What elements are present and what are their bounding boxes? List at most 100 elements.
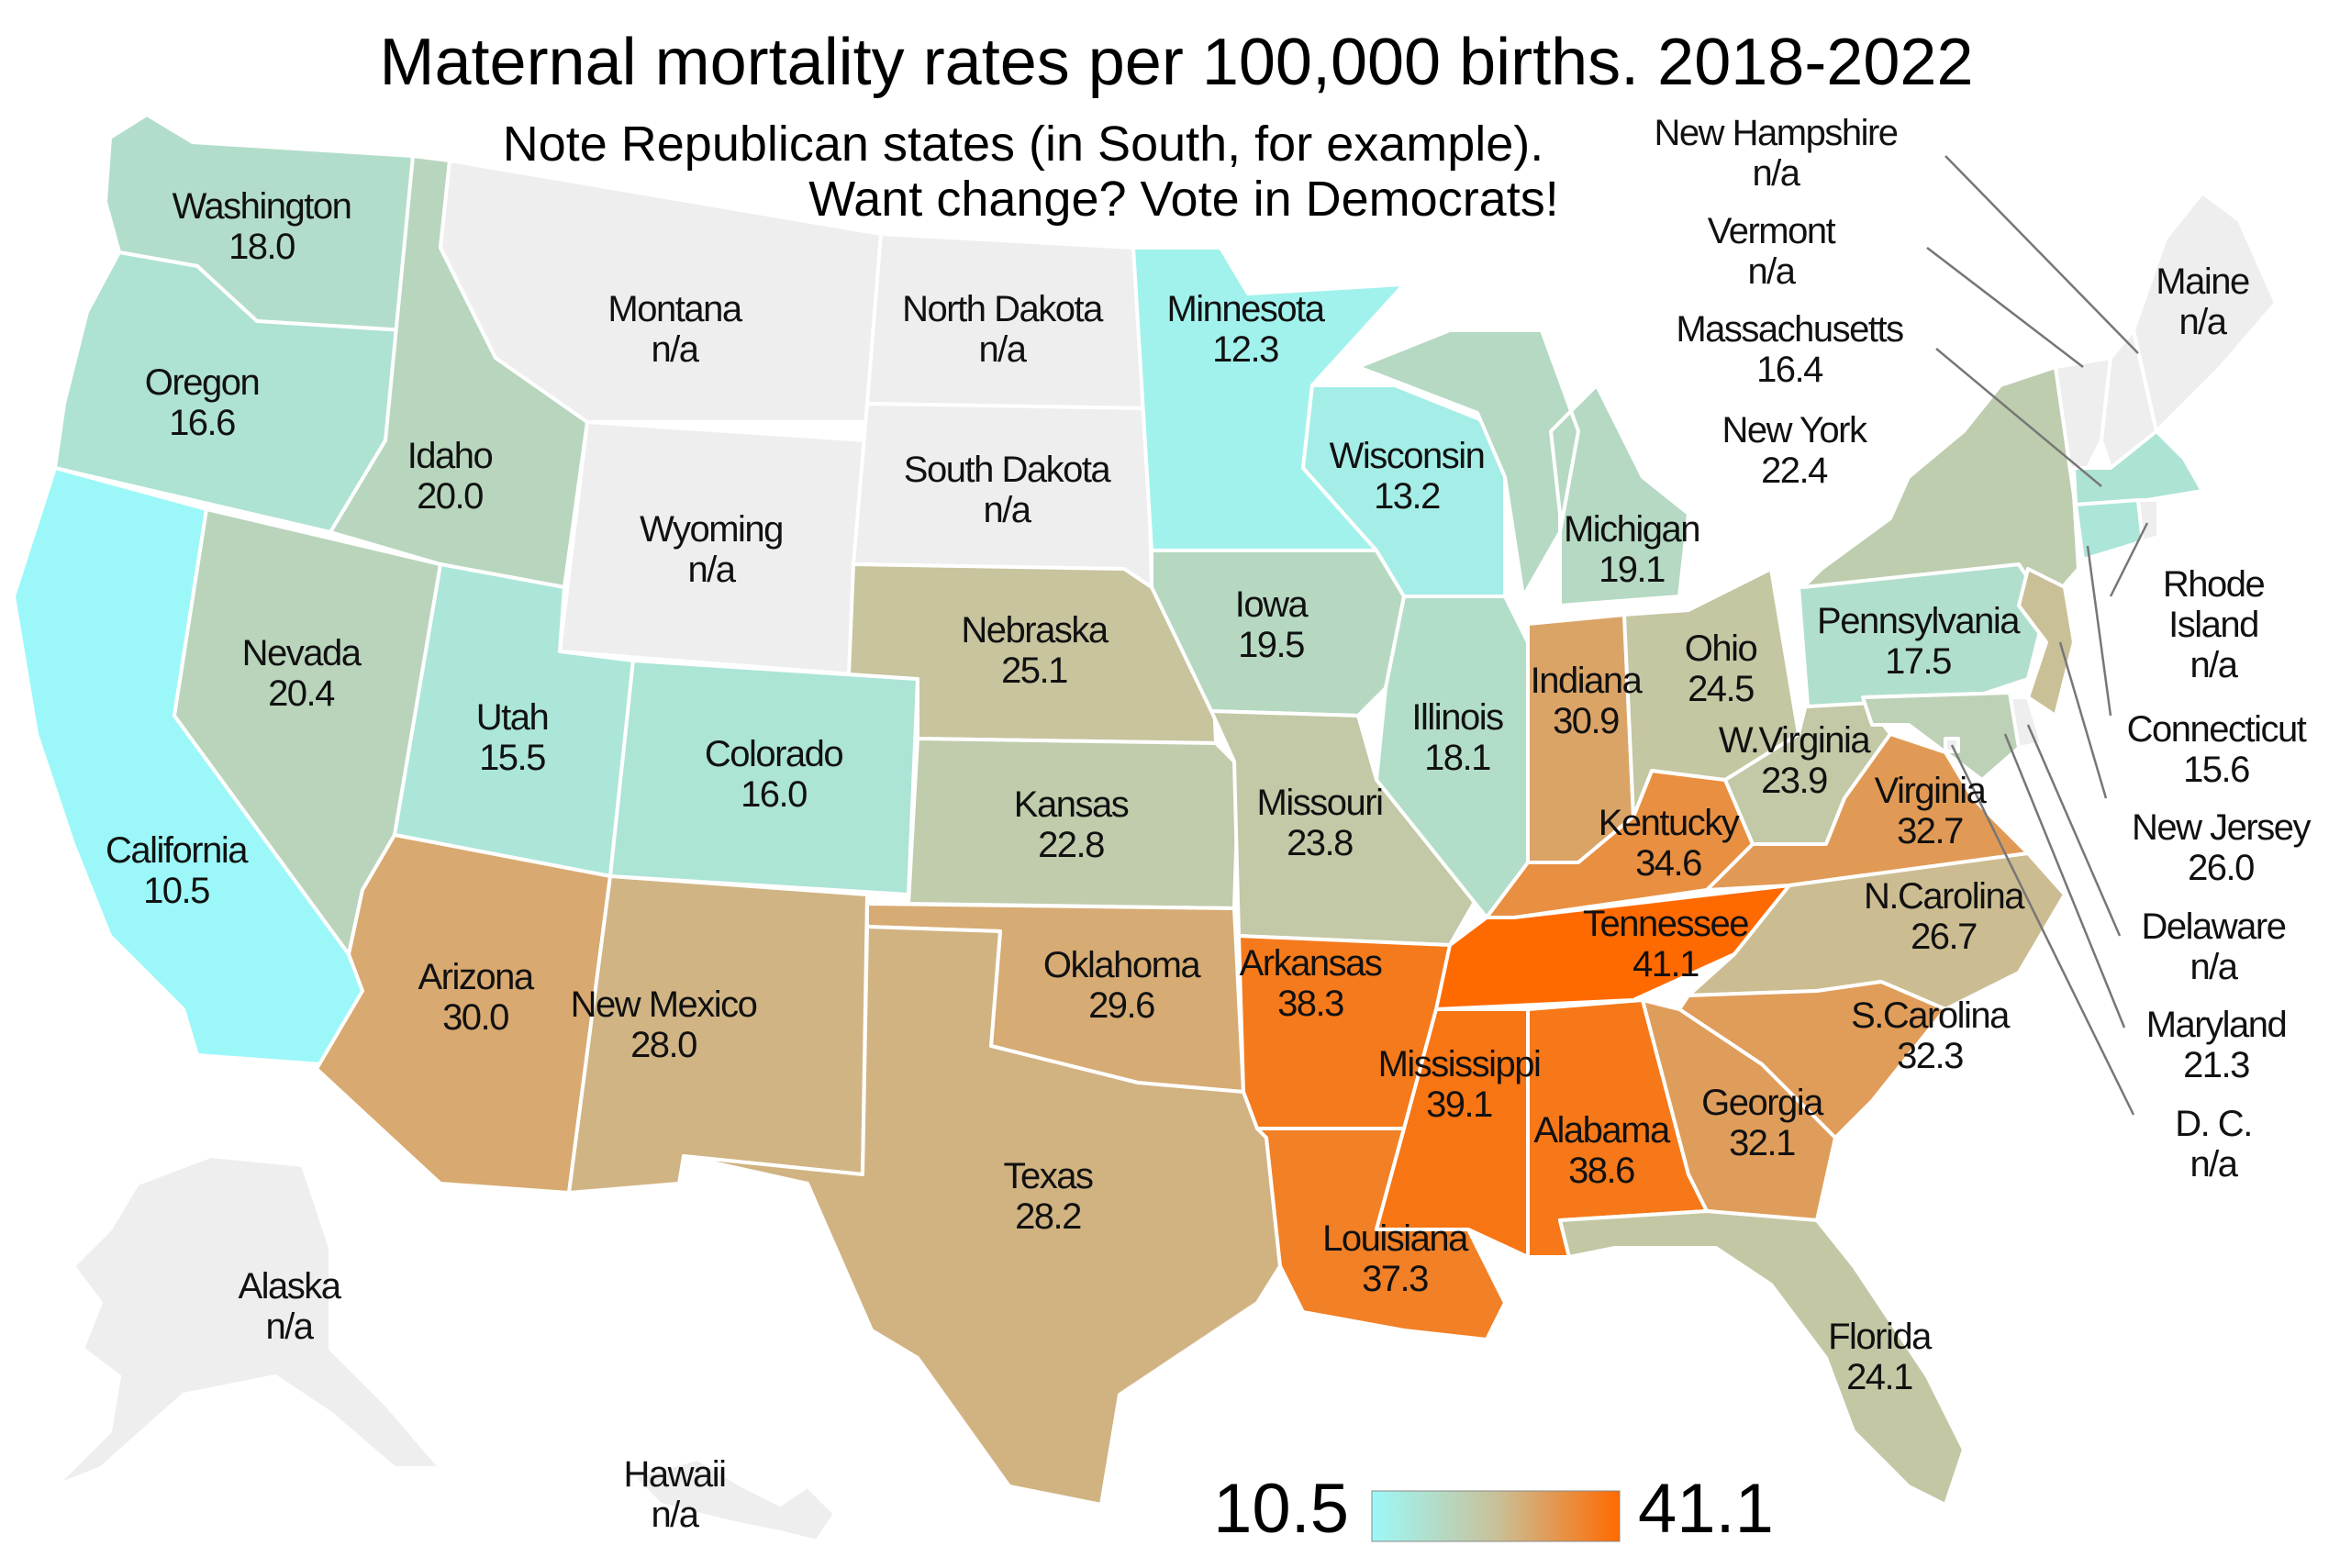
state-value: 22.4 — [1761, 450, 1828, 491]
state-label-mi: Michigan 19.1 — [1564, 509, 1699, 590]
state-value: 38.3 — [1277, 984, 1343, 1024]
state-shape-alaska[interactable] — [53, 1154, 442, 1488]
state-name: Ohio — [1685, 628, 1757, 669]
state-shape-new-york[interactable] — [1801, 365, 2080, 607]
state-label-al: Alabama 38.6 — [1533, 1110, 1671, 1191]
state-name: Virginia — [1875, 771, 1988, 811]
state-label-la: Louisiana 37.3 — [1322, 1218, 1469, 1299]
state-name: Maine — [2156, 261, 2249, 302]
state-label-nd: North Dakota n/a — [902, 289, 1104, 370]
state-name: Maryland — [2146, 1005, 2287, 1045]
state-value: 30.0 — [442, 997, 508, 1038]
state-value: 20.0 — [417, 476, 483, 517]
state-label-il: Illinois 18.1 — [1411, 697, 1503, 778]
state-name: Michigan — [1564, 509, 1699, 550]
state-value: 32.7 — [1897, 811, 1963, 851]
state-name: Georgia — [1701, 1083, 1824, 1123]
state-shape-maine[interactable] — [2132, 191, 2278, 433]
leader-lines — [1926, 155, 2149, 1116]
state-label-nm: New Mexico 28.0 — [571, 984, 757, 1065]
state-label-in: Indiana 30.9 — [1531, 661, 1643, 741]
state-value: n/a — [2189, 645, 2238, 685]
state-value: 28.2 — [1015, 1196, 1081, 1237]
legend-max-label: 41.1 — [1638, 1470, 1774, 1548]
state-shapes — [12, 113, 2278, 1543]
state-label-wy: Wyoming n/a — [640, 509, 783, 590]
state-label-nv: Nevada 20.4 — [242, 633, 362, 714]
map-subtitle-line1: Note Republican states (in South, for ex… — [503, 117, 1544, 172]
state-shape-missouri[interactable] — [1209, 709, 1488, 947]
state-label-ks: Kansas 22.8 — [1014, 784, 1129, 865]
state-name: New Mexico — [571, 984, 757, 1025]
state-label-hi: Hawaii n/a — [623, 1454, 725, 1535]
state-label-nh: New Hampshire n/a — [1654, 113, 1897, 194]
state-shape-new-jersey[interactable] — [2017, 567, 2076, 717]
state-name: Mississippi — [1378, 1044, 1541, 1084]
state-value: 29.6 — [1088, 985, 1154, 1026]
state-label-or: Oregon 16.6 — [145, 362, 259, 443]
state-name: Arizona — [418, 957, 534, 997]
state-label-az: Arizona 30.0 — [418, 957, 534, 1038]
state-value: n/a — [265, 1307, 314, 1347]
state-value: 18.0 — [228, 227, 295, 267]
state-shape-florida[interactable] — [1558, 1209, 1966, 1507]
state-name: Island — [2168, 605, 2258, 645]
state-shape-virginia[interactable] — [1705, 732, 2030, 892]
state-shape-maryland[interactable] — [1861, 691, 2021, 782]
state-value: n/a — [687, 550, 736, 590]
state-value: 24.5 — [1688, 669, 1754, 709]
state-name: Oregon — [145, 362, 259, 403]
state-label-tx: Texas 28.2 — [1004, 1156, 1093, 1237]
state-label-mt: Montana n/a — [607, 289, 742, 370]
state-label-nc: N.Carolina 26.7 — [1864, 876, 2025, 957]
state-name: Hawaii — [623, 1454, 725, 1495]
state-label-md: Maryland 21.3 — [2146, 1005, 2287, 1085]
state-value: 13.2 — [1374, 476, 1440, 517]
state-label-sc: S.Carolina 32.3 — [1851, 995, 2011, 1076]
state-label-wa: Washington 18.0 — [173, 186, 351, 267]
state-label-me: Maine n/a — [2156, 261, 2249, 342]
state-name: Louisiana — [1322, 1218, 1469, 1259]
state-value: 30.9 — [1553, 701, 1619, 741]
state-label-dc: D. C. n/a — [2175, 1104, 2252, 1184]
state-name: Kansas — [1014, 784, 1129, 825]
state-value: 23.9 — [1761, 761, 1827, 801]
state-name: D. C. — [2175, 1104, 2252, 1144]
state-name: Connecticut — [2127, 709, 2307, 750]
state-value: 26.7 — [1911, 917, 1977, 957]
state-name: Idaho — [407, 436, 493, 476]
state-label-ca: California 10.5 — [106, 830, 249, 911]
state-label-ne: Nebraska 25.1 — [961, 610, 1109, 691]
state-label-ri: Rhode Island n/a — [2163, 564, 2265, 685]
state-name: Tennessee — [1583, 904, 1748, 944]
state-name: Washington — [173, 186, 351, 227]
state-value: n/a — [1752, 153, 1800, 194]
state-value: n/a — [1747, 251, 1796, 292]
state-value: 10.5 — [143, 871, 209, 911]
state-label-ar: Arkansas 38.3 — [1240, 943, 1382, 1024]
state-name: Wisconsin — [1330, 436, 1485, 476]
state-name: Pennsylvania — [1817, 601, 2021, 641]
state-shape-new-mexico[interactable] — [567, 874, 869, 1195]
state-value: 23.8 — [1287, 823, 1353, 863]
state-value: 19.1 — [1599, 550, 1665, 590]
state-shape-texas[interactable] — [682, 925, 1282, 1507]
state-shape-hawaii[interactable] — [631, 1457, 837, 1543]
state-value: n/a — [651, 1495, 699, 1535]
state-name: Alabama — [1533, 1110, 1671, 1151]
state-value: 22.8 — [1038, 825, 1104, 865]
state-label-ga: Georgia 32.1 — [1701, 1083, 1824, 1163]
state-value: 17.5 — [1885, 641, 1951, 682]
state-label-ma: Massachusetts 16.4 — [1676, 309, 1903, 390]
state-value: 15.5 — [479, 738, 545, 778]
state-name: Wyoming — [640, 509, 783, 550]
state-label-wv: W.Virginia 23.9 — [1719, 720, 1872, 801]
state-label-fl: Florida 24.1 — [1828, 1317, 1933, 1397]
state-label-oh: Ohio 24.5 — [1685, 628, 1757, 709]
state-label-ok: Oklahoma 29.6 — [1043, 945, 1202, 1026]
state-value: 37.3 — [1362, 1259, 1428, 1299]
state-labels: Washington 18.0 Oregon 16.6 California 10.5 Id… — [106, 113, 2312, 1535]
state-shape-georgia[interactable] — [1641, 998, 1837, 1222]
state-shape-michigan[interactable] — [1356, 328, 1690, 607]
state-value: 16.6 — [169, 403, 235, 443]
